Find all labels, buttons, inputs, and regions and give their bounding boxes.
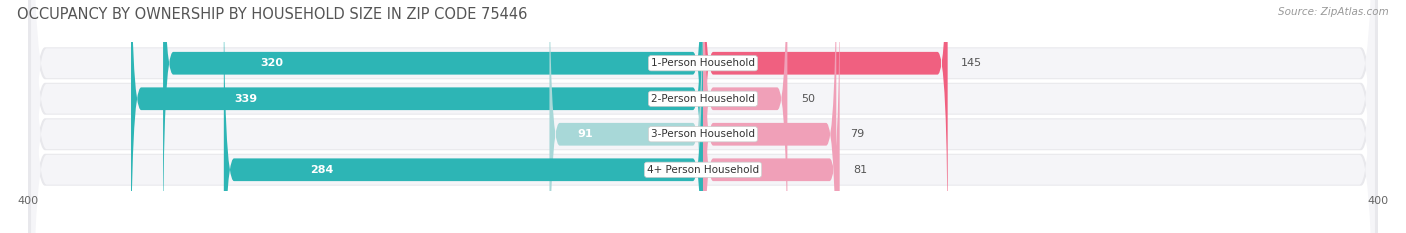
Text: 2-Person Household: 2-Person Household — [651, 94, 755, 104]
FancyBboxPatch shape — [131, 0, 703, 233]
FancyBboxPatch shape — [28, 0, 1378, 233]
FancyBboxPatch shape — [31, 0, 1375, 233]
FancyBboxPatch shape — [28, 0, 1378, 233]
Text: Source: ZipAtlas.com: Source: ZipAtlas.com — [1278, 7, 1389, 17]
FancyBboxPatch shape — [703, 0, 839, 233]
FancyBboxPatch shape — [703, 0, 787, 233]
FancyBboxPatch shape — [28, 0, 1378, 233]
Text: 91: 91 — [576, 129, 593, 139]
Text: 339: 339 — [233, 94, 257, 104]
Text: 1-Person Household: 1-Person Household — [651, 58, 755, 68]
Text: 79: 79 — [849, 129, 865, 139]
FancyBboxPatch shape — [31, 0, 1375, 233]
FancyBboxPatch shape — [163, 0, 703, 233]
FancyBboxPatch shape — [28, 0, 1378, 233]
FancyBboxPatch shape — [550, 0, 703, 233]
FancyBboxPatch shape — [703, 0, 948, 233]
Text: 320: 320 — [260, 58, 283, 68]
FancyBboxPatch shape — [703, 0, 837, 233]
Text: 284: 284 — [311, 165, 333, 175]
FancyBboxPatch shape — [224, 0, 703, 233]
Text: 3-Person Household: 3-Person Household — [651, 129, 755, 139]
Text: OCCUPANCY BY OWNERSHIP BY HOUSEHOLD SIZE IN ZIP CODE 75446: OCCUPANCY BY OWNERSHIP BY HOUSEHOLD SIZE… — [17, 7, 527, 22]
Text: 4+ Person Household: 4+ Person Household — [647, 165, 759, 175]
Text: 145: 145 — [962, 58, 983, 68]
FancyBboxPatch shape — [31, 0, 1375, 233]
FancyBboxPatch shape — [31, 0, 1375, 233]
Text: 81: 81 — [853, 165, 868, 175]
Text: 50: 50 — [801, 94, 815, 104]
